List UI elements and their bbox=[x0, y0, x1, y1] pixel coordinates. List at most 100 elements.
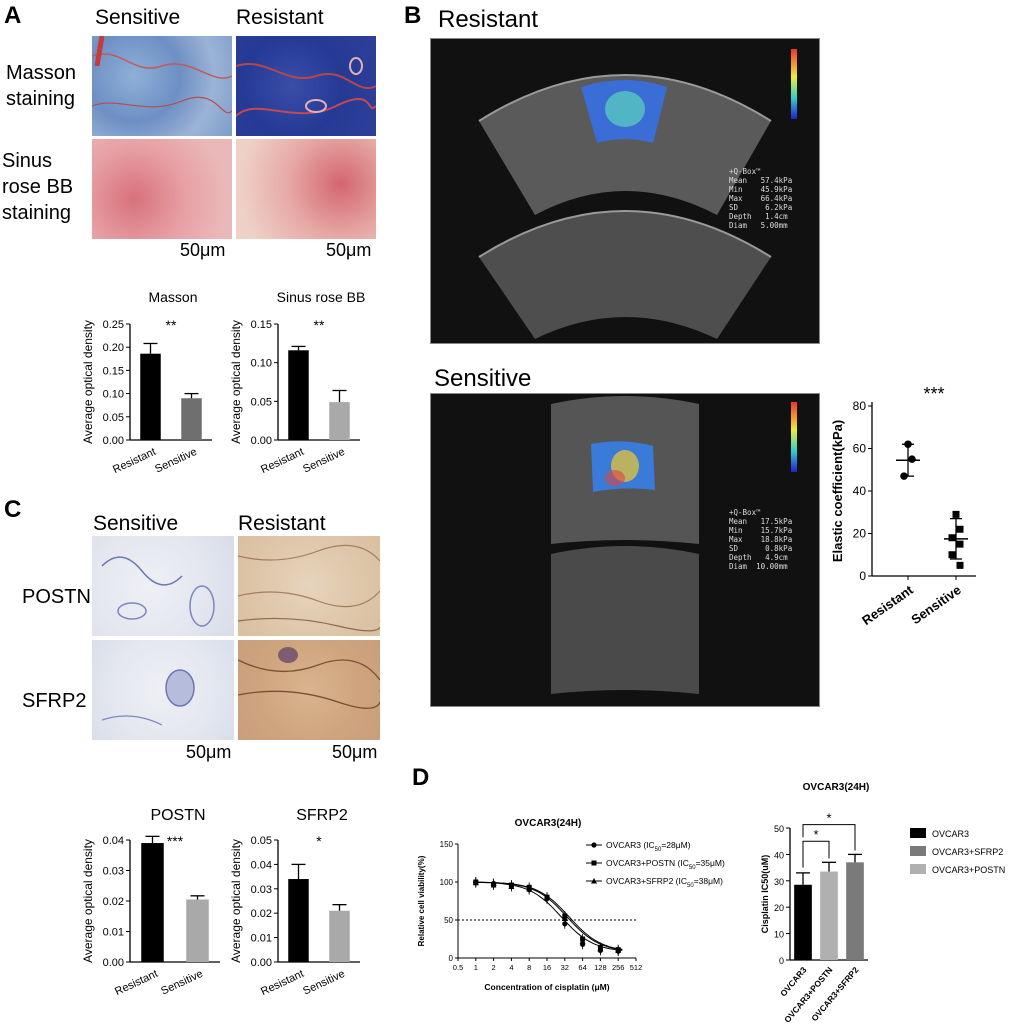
panel-c-header-sensitive: Sensitive bbox=[93, 512, 179, 535]
chart-title: POSTN bbox=[150, 807, 205, 824]
viability-line-chart: OVCAR3(24H) Relative cell viability(%) Con… bbox=[417, 818, 725, 992]
y-tick-label: 60 bbox=[853, 442, 867, 456]
readout-line: SD 6.2kPa bbox=[729, 203, 793, 212]
y-tick-label: 0.01 bbox=[251, 933, 272, 945]
x-tick-label: 2 bbox=[492, 963, 496, 972]
y-tick-label: 40 bbox=[774, 850, 784, 860]
x-tick-label: 512 bbox=[630, 963, 643, 972]
readout-line: +Q-Box™ bbox=[729, 167, 761, 176]
legend-label: OVCAR3+SFRP2 (IC50=38μM) bbox=[606, 876, 723, 889]
y-tick-label: 0 bbox=[779, 956, 784, 966]
x-tick-label: 128 bbox=[594, 963, 607, 972]
data-point bbox=[948, 551, 956, 559]
fit-curve bbox=[473, 881, 623, 950]
legend-label: OVCAR3+POSTN (IC50=35μM) bbox=[606, 858, 725, 871]
y-tick-label: 0.05 bbox=[103, 412, 124, 424]
y-tick-label: 20 bbox=[853, 527, 867, 541]
sirius-sensitive-image bbox=[92, 139, 232, 239]
x-tick-label: 256 bbox=[612, 963, 625, 972]
panel-a-row-label-sirius: Sinus rose BB staining bbox=[2, 150, 74, 224]
x-tick-label: Sensitive bbox=[301, 968, 347, 998]
x-tick-label: Sensitive bbox=[159, 968, 205, 998]
readout-line: +Q-Box™ bbox=[729, 508, 761, 517]
y-tick-label: 0.05 bbox=[251, 835, 272, 847]
data-point bbox=[615, 947, 622, 953]
y-tick-label: 0 bbox=[859, 569, 866, 583]
legend-label: OVCAR3+SFRP2 bbox=[932, 847, 1003, 857]
significance-marker: ** bbox=[166, 317, 177, 333]
data-point bbox=[956, 540, 964, 548]
y-tick-label: 0.00 bbox=[251, 957, 272, 969]
data-point bbox=[562, 921, 568, 927]
y-tick-label: 80 bbox=[853, 399, 867, 413]
bar-resistant bbox=[288, 879, 309, 962]
y-tick-label: 0.15 bbox=[103, 365, 124, 377]
panel-d-label: D bbox=[412, 764, 430, 791]
data-point bbox=[490, 880, 497, 887]
bar-resistant bbox=[141, 843, 164, 962]
significance-marker: *** bbox=[923, 384, 944, 404]
y-tick-label: 50 bbox=[774, 824, 784, 834]
y-tick-label: 0.00 bbox=[251, 435, 272, 447]
sfrp2-bar-chart: SFRP2 Average optical density 0.00 0.01 0.02… bbox=[229, 807, 360, 998]
sirius-bar-chart: Sinus rose BB Average optical density 0.00… bbox=[229, 289, 365, 476]
bar-sensitive bbox=[329, 402, 350, 440]
panel-b-label: B bbox=[404, 2, 422, 29]
legend-swatch bbox=[910, 846, 926, 856]
x-tick-label: 0.5 bbox=[453, 963, 463, 972]
y-tick-label: 0.20 bbox=[103, 342, 124, 354]
data-point bbox=[597, 945, 604, 952]
y-tick-label: 50 bbox=[444, 916, 453, 925]
y-axis-label: Elastic coefficient(kPa) bbox=[830, 420, 845, 562]
ultrasound-sensitive-readout: +Q-Box™ Mean 17.5kPa Min 15.7kPa Max 18.8kP… bbox=[729, 508, 792, 571]
sfrp2-resistant-image bbox=[238, 640, 380, 740]
y-tick-label: 0.00 bbox=[103, 435, 124, 447]
bar-resistant bbox=[288, 350, 309, 440]
x-tick-label: 16 bbox=[543, 963, 551, 972]
bar-sensitive bbox=[186, 899, 209, 962]
data-point bbox=[956, 525, 964, 533]
legend-label: OVCAR3 bbox=[932, 829, 969, 839]
bar-ovcar3-sfrp2 bbox=[846, 862, 864, 960]
ic50-bar-chart: OVCAR3(24H) Cisplatin IC50(uM) 0 10 20 30 40 50… bbox=[760, 782, 1005, 1025]
y-tick-label: 20 bbox=[774, 903, 784, 913]
masson-bar-chart: Masson Average optical density 0.00 0.05 0.1… bbox=[81, 289, 212, 476]
y-tick-label: 0.25 bbox=[103, 319, 124, 331]
y-axis-label: Relative cell viability(%) bbox=[417, 855, 426, 946]
panel-a-scale-bar-1: 50μm bbox=[180, 240, 226, 260]
readout-line: Mean 57.4kPa bbox=[729, 176, 793, 185]
significance-marker: * bbox=[813, 827, 818, 842]
readout-line: Min 15.7kPa bbox=[729, 526, 793, 535]
chart-title: Masson bbox=[148, 289, 197, 305]
legend-label: OVCAR3 (IC50=28μM) bbox=[606, 840, 691, 853]
data-point bbox=[900, 472, 908, 480]
panel-a-header-resistant: Resistant bbox=[236, 6, 324, 29]
legend-label: OVCAR3+POSTN bbox=[932, 865, 1005, 875]
bar-ovcar3-postn bbox=[820, 871, 838, 960]
sirius-resistant-image bbox=[236, 139, 376, 239]
readout-line: Mean 17.5kPa bbox=[729, 517, 793, 526]
y-tick-label: 30 bbox=[774, 877, 784, 887]
x-tick-label: Resistant bbox=[259, 446, 306, 476]
postn-bar-chart: POSTN Average optical density 0.00 0.01 0.02… bbox=[81, 807, 220, 998]
bar-ovcar3 bbox=[794, 884, 812, 960]
panel-a-row-label-masson: Masson staining bbox=[6, 62, 77, 110]
masson-sensitive-image bbox=[92, 36, 232, 136]
readout-line: Diam 10.00mm bbox=[729, 562, 788, 571]
x-tick-label: 64 bbox=[578, 963, 586, 972]
x-tick-label: OVCAR3+SFRP2 bbox=[809, 965, 860, 1024]
chart-title: OVCAR3(24H) bbox=[803, 782, 870, 793]
postn-sensitive-image bbox=[92, 536, 234, 636]
panel-b-sensitive-title: Sensitive bbox=[434, 365, 532, 392]
x-tick-label: 32 bbox=[561, 963, 569, 972]
x-tick-label: Sensitive bbox=[908, 582, 963, 627]
data-point bbox=[952, 510, 960, 518]
readout-line: Depth 4.9cm bbox=[729, 553, 788, 562]
y-tick-label: 150 bbox=[440, 840, 454, 849]
data-point bbox=[544, 894, 550, 900]
panel-c-label: C bbox=[4, 496, 22, 523]
chart-title: SFRP2 bbox=[296, 807, 348, 824]
data-point bbox=[561, 915, 568, 921]
y-tick-label: 0.15 bbox=[251, 319, 272, 331]
data-point bbox=[508, 883, 515, 890]
